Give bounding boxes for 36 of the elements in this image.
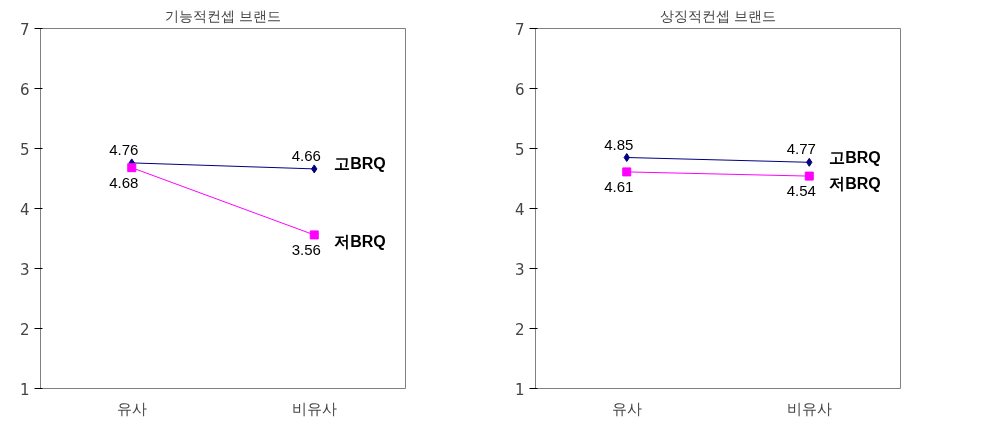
- x-tick-label: 비유사: [786, 399, 832, 418]
- y-tick-label: 2: [19, 320, 30, 339]
- y-tick-label: 4: [514, 200, 525, 219]
- y-tick-label: 1: [514, 380, 525, 399]
- y-tick-label: 3: [19, 260, 30, 279]
- point: [623, 153, 630, 162]
- data-label: 4.61: [604, 177, 634, 195]
- y-tick-label: 3: [514, 260, 525, 279]
- data-label: 4.54: [786, 182, 816, 200]
- y-tick-label: 7: [19, 20, 30, 39]
- point: [309, 230, 319, 240]
- y-tick-label: 2: [514, 320, 525, 339]
- x-tick-label: 유사: [116, 399, 147, 418]
- data-label: 4.85: [604, 135, 634, 153]
- data-label: 4.66: [291, 146, 321, 164]
- data-label: 4.76: [109, 140, 139, 158]
- y-tick-label: 4: [19, 200, 30, 219]
- y-tick-label: 7: [514, 20, 525, 39]
- y-tick-label: 6: [19, 80, 30, 99]
- point: [804, 171, 814, 181]
- x-tick-label: 비유사: [291, 399, 337, 418]
- data-label: 4.77: [786, 140, 816, 158]
- y-tick-label: 1: [19, 380, 30, 399]
- y-tick-label: 6: [514, 80, 525, 99]
- series-label: 고BRQ: [829, 148, 881, 166]
- point: [622, 167, 632, 177]
- chart-title: 기능적컨셉 브랜드: [164, 7, 282, 24]
- x-tick-label: 유사: [611, 399, 642, 418]
- y-tick-label: 5: [19, 140, 30, 159]
- data-label: 4.68: [109, 173, 139, 191]
- series-label: 저BRQ: [829, 174, 881, 192]
- series-label: 저BRQ: [334, 233, 386, 251]
- series-label: 고BRQ: [334, 155, 386, 173]
- chart-title: 상징적컨셉 브랜드: [659, 7, 777, 24]
- y-tick-label: 5: [514, 140, 525, 159]
- data-label: 3.56: [291, 240, 321, 258]
